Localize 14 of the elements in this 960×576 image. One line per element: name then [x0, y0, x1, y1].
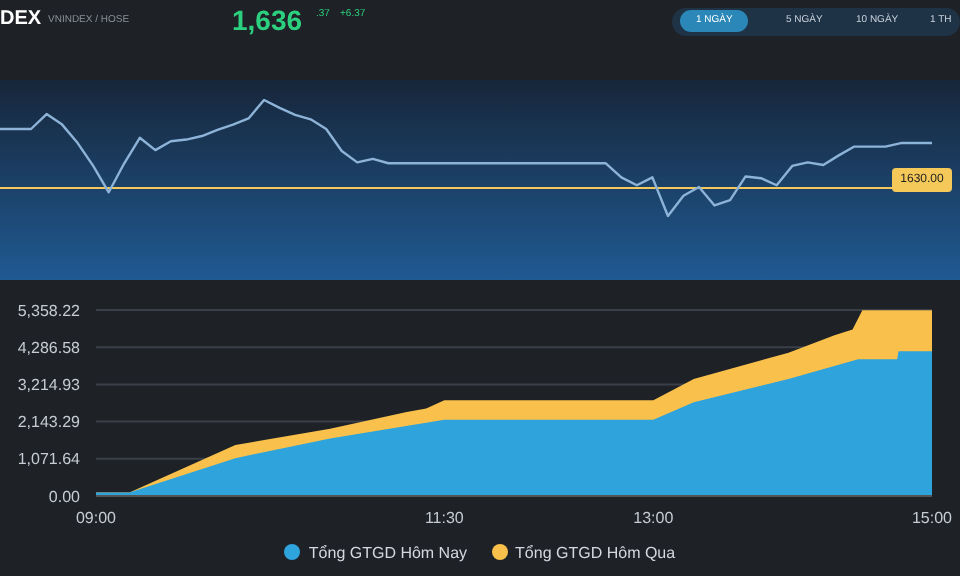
x-tick-label: 09:00 [75, 509, 118, 528]
y-tick-label: 3,214.93 [17, 376, 82, 395]
text: DEX [0, 8, 42, 30]
y-tick-label: 1,071.64 [17, 450, 82, 469]
y-tick-label: 2,143.29 [17, 413, 82, 432]
text: 1,636 [232, 4, 303, 36]
legend-label: Tổng GTGD Hôm Nay [308, 543, 468, 561]
x-tick-label: 15:00 [911, 509, 954, 528]
y-tick-label: 0.00 [48, 487, 82, 506]
x-tick-label: 13:00 [633, 509, 675, 528]
y-tick-label: 5,358.22 [17, 301, 82, 320]
x-tick-label: 11:30 [424, 509, 465, 528]
legend-label: Tổng GTGD Hôm Qua [515, 543, 676, 561]
y-tick-label: 4,286.58 [17, 338, 82, 357]
